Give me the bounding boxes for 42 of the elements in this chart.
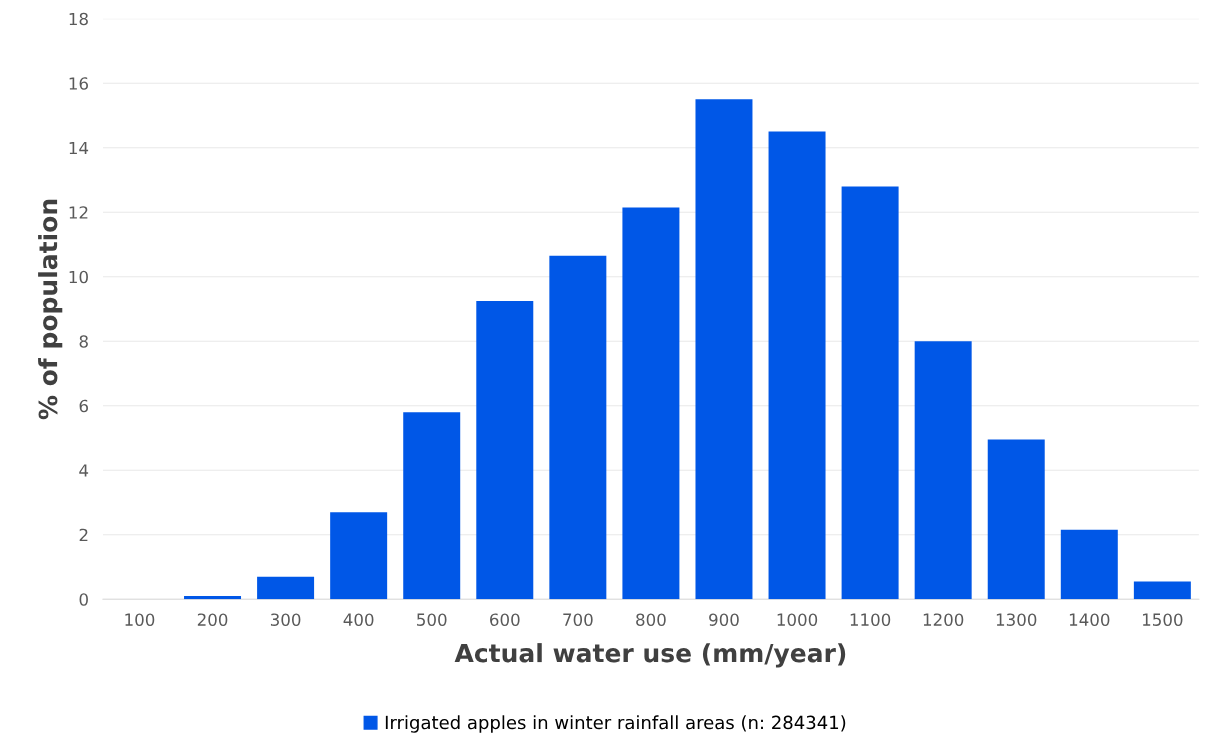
y-tick-label: 2 — [79, 528, 88, 542]
x-tick-label: 500 — [417, 613, 447, 626]
x-tick-label: 1400 — [1069, 613, 1110, 626]
x-tick-label: 700 — [563, 613, 593, 626]
y-tick-label: 18 — [69, 12, 88, 26]
x-tick-label: 400 — [343, 613, 374, 626]
y-tick-label: 8 — [79, 335, 88, 348]
bar — [1133, 581, 1191, 600]
x-tick-label: 100 — [125, 613, 155, 626]
bar — [695, 99, 753, 600]
bar — [403, 412, 461, 600]
bar — [987, 439, 1045, 600]
bar — [549, 255, 607, 600]
x-axis-title: Actual water use (mm/year) — [454, 643, 846, 668]
legend-label: Irrigated apples in winter rainfall areas (n: 284341) — [385, 715, 846, 733]
bar — [1060, 529, 1118, 600]
bar — [622, 207, 680, 600]
y-tick-label: 14 — [69, 141, 89, 155]
bar — [476, 300, 534, 600]
x-tick-label: 800 — [636, 613, 666, 626]
bar — [914, 341, 972, 600]
y-tick-label: 4 — [79, 464, 89, 477]
y-tick-label: 16 — [69, 77, 88, 90]
bar — [768, 131, 826, 600]
x-tick-label: 1100 — [850, 613, 891, 626]
y-tick-label: 0 — [79, 593, 88, 606]
y-tick-label: 12 — [69, 206, 88, 219]
x-tick-label: 600 — [490, 613, 520, 626]
bar — [330, 512, 388, 600]
x-tick-label: 1500 — [1142, 613, 1183, 626]
x-tick-label: 1200 — [923, 613, 964, 626]
x-tick-label: 1300 — [996, 613, 1037, 626]
bar — [257, 576, 315, 600]
y-tick-label: 6 — [79, 399, 88, 413]
x-tick-label: 1000 — [777, 613, 818, 626]
y-tick-label: 10 — [69, 270, 88, 284]
y-axis-title: % of population — [38, 199, 63, 420]
bar — [841, 186, 899, 600]
bar — [184, 595, 242, 600]
x-tick-label: 300 — [270, 613, 301, 626]
x-tick-label: 900 — [709, 613, 739, 626]
x-tick-label: 200 — [197, 613, 228, 626]
